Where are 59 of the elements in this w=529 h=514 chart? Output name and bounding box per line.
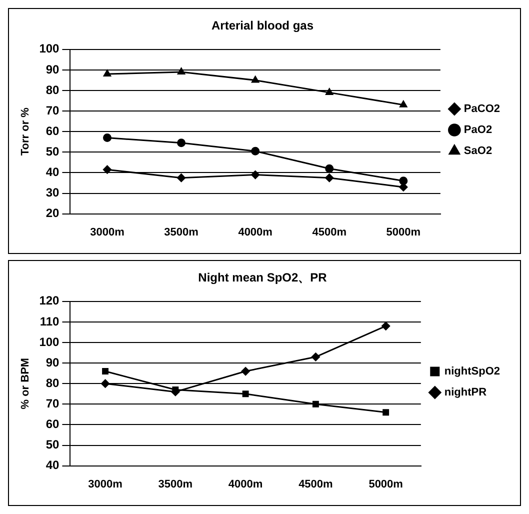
y-axis-title: % or BPM	[20, 358, 32, 410]
x-tick-label: 3000m	[88, 478, 123, 490]
legend-label: SaO2	[464, 145, 492, 158]
point	[326, 88, 334, 96]
point	[177, 174, 186, 182]
point	[102, 134, 112, 142]
y-tick-label: 110	[40, 314, 60, 328]
point	[102, 368, 109, 374]
y-tick-label: 80	[46, 376, 60, 390]
point	[311, 352, 320, 362]
point	[102, 165, 112, 174]
legend-label: PaCO2	[464, 103, 500, 116]
point	[400, 100, 408, 108]
x-tick-label: 3000m	[90, 226, 125, 238]
y-tick-label: 60	[46, 124, 60, 138]
y-tick-label: 40	[46, 458, 60, 472]
x-tick-label: 5000m	[368, 478, 404, 490]
point	[312, 400, 319, 408]
y-tick-label: 90	[46, 62, 60, 76]
x-tick-label: 4500m	[312, 226, 347, 238]
y-tick-label: 50	[46, 144, 60, 158]
point	[101, 379, 110, 388]
x-tick-label: 4000m	[228, 478, 263, 490]
point	[382, 322, 390, 330]
y-tick-label: 20	[46, 206, 60, 220]
point	[242, 390, 249, 398]
point	[325, 164, 334, 173]
point	[252, 76, 260, 83]
point	[325, 174, 334, 182]
point	[251, 146, 260, 156]
y-tick-label: 60	[46, 417, 60, 432]
point	[177, 138, 186, 148]
point	[251, 170, 260, 180]
x-tick-label: 4000m	[238, 226, 273, 238]
x-tick-label: 5000m	[386, 226, 421, 238]
legend-label: nightSpO2	[444, 366, 500, 378]
point	[241, 367, 250, 376]
legend-label: PaO2	[464, 124, 492, 136]
x-tick-label: 3500m	[164, 226, 199, 238]
y-tick-label: 40	[46, 165, 60, 180]
y-tick-label: 100	[39, 42, 60, 56]
y-tick-label: 70	[46, 103, 60, 118]
y-tick-label: 70	[46, 396, 60, 410]
point	[103, 70, 112, 77]
point	[399, 176, 408, 186]
x-tick-label: 4500m	[298, 478, 334, 490]
legend-label: nightPR	[444, 386, 487, 399]
x-tick-label: 3500m	[158, 478, 193, 490]
y-tick-label: 80	[46, 82, 60, 97]
point	[382, 409, 390, 416]
y-tick-label: 30	[46, 186, 60, 200]
y-tick-label: 90	[46, 355, 60, 370]
y-tick-label: 50	[46, 438, 60, 452]
y-tick-label: 100	[39, 334, 60, 349]
point	[178, 68, 186, 75]
y-axis-title: Torr or %	[20, 107, 32, 156]
chart-title: Arterial blood gas	[211, 18, 314, 33]
chart-title: Night mean SpO2、PR	[198, 270, 328, 285]
y-tick-label: 120	[39, 294, 60, 308]
